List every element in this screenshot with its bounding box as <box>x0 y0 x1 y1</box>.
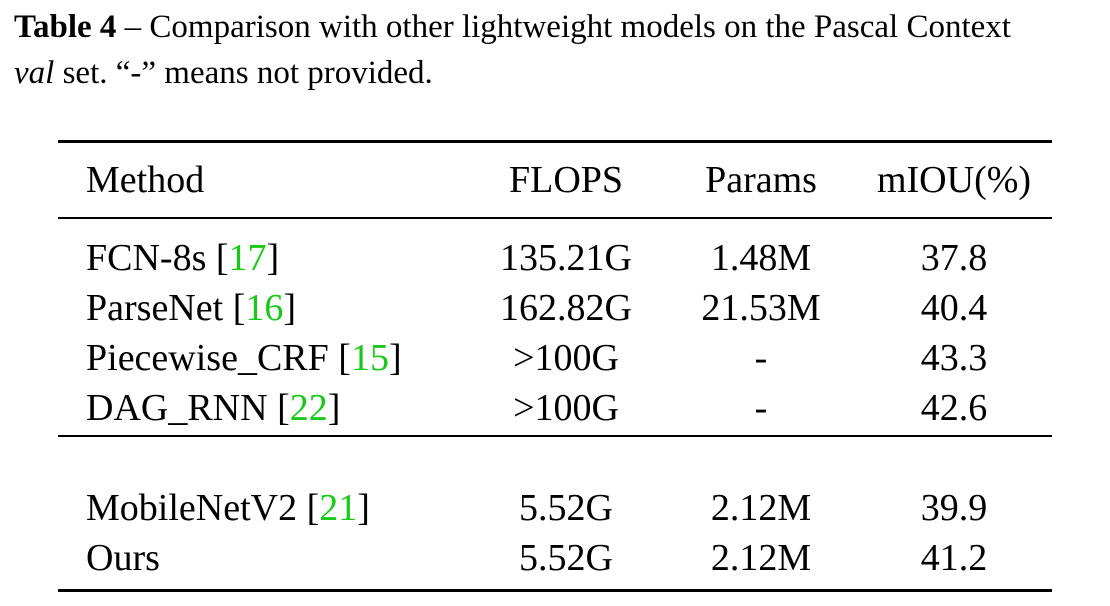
ref-bracket: [ <box>306 487 320 529</box>
row-spacer <box>58 457 1052 483</box>
ref-bracket: [ <box>215 237 229 279</box>
table-row: FCN-8s [17] 135.21G 1.48M 37.8 <box>58 218 1052 283</box>
header-params: Params <box>666 140 856 219</box>
caption-text-b: set. “-” means not provided. <box>54 55 433 91</box>
method-name: FCN-8s <box>86 237 216 279</box>
ref-bracket: [ <box>232 287 246 329</box>
params-cell: 2.12M <box>666 533 856 592</box>
table-header-row: Method FLOPS Params mIOU(%) <box>58 140 1052 219</box>
miou-cell: 37.8 <box>920 237 988 279</box>
method-cell: ParseNet [16] <box>58 283 466 333</box>
caption-italic: val <box>14 55 55 91</box>
citation-link[interactable]: 21 <box>319 487 358 529</box>
table-row: DAG_RNN [22] >100G - 42.6 <box>58 383 1052 436</box>
ref-bracket: ] <box>266 237 280 279</box>
citation-link[interactable]: 22 <box>289 387 328 429</box>
params-cell: 21.53M <box>701 287 821 329</box>
comparison-table: Method FLOPS Params mIOU(%) FCN-8s [17] … <box>58 140 1052 592</box>
method-cell: DAG_RNN [22] <box>58 383 466 436</box>
table-caption: Table 4 – Comparison with other lightwei… <box>14 4 1104 96</box>
method-cell: FCN-8s [17] <box>58 218 466 283</box>
table-row: Ours 5.52G 2.12M 41.2 <box>58 533 1052 592</box>
method-name: MobileNetV2 <box>86 487 307 529</box>
ref-bracket: ] <box>357 487 370 529</box>
method-cell: Ours <box>58 533 466 592</box>
flops-cell: >100G <box>513 387 619 429</box>
params-cell: - <box>754 387 768 429</box>
method-name: Ours <box>86 537 160 579</box>
flops-cell: 162.82G <box>500 287 632 329</box>
header-flops: FLOPS <box>466 140 666 219</box>
table-row: Piecewise_CRF [15] >100G - 43.3 <box>58 333 1052 383</box>
ref-bracket: [ <box>338 337 351 379</box>
miou-cell: 39.9 <box>920 487 988 529</box>
table-row: MobileNetV2 [21] 5.52G 2.12M 39.9 <box>58 483 1052 533</box>
params-cell: 2.12M <box>710 487 812 529</box>
params-cell: - <box>754 337 768 379</box>
ref-bracket: ] <box>388 337 402 379</box>
flops-cell: >100G <box>513 337 619 379</box>
flops-cell: 5.52G <box>519 487 613 529</box>
caption-dash: – <box>116 9 150 45</box>
header-method: Method <box>58 140 466 219</box>
ref-bracket: [ <box>277 387 290 429</box>
midrule <box>58 435 1052 457</box>
method-cell: Piecewise_CRF [15] <box>58 333 466 383</box>
flops-cell: 5.52G <box>466 533 666 592</box>
caption-label: Table 4 <box>14 9 117 45</box>
miou-cell: 40.4 <box>920 287 988 329</box>
table-row: ParseNet [16] 162.82G 21.53M 40.4 <box>58 283 1052 333</box>
ref-bracket: ] <box>283 287 296 329</box>
ref-bracket: ] <box>327 387 341 429</box>
flops-cell: 135.21G <box>500 237 632 279</box>
method-name: ParseNet <box>86 287 233 329</box>
method-name: Piecewise_CRF <box>86 337 339 379</box>
caption-text-a: Comparison with other lightweight models… <box>149 9 1011 45</box>
miou-cell: 42.6 <box>920 387 988 429</box>
params-cell: 1.48M <box>710 237 812 279</box>
citation-link[interactable]: 15 <box>350 337 389 379</box>
method-cell: MobileNetV2 [21] <box>58 483 466 533</box>
miou-cell: 41.2 <box>856 533 1052 592</box>
citation-link[interactable]: 17 <box>228 237 267 279</box>
header-miou: mIOU(%) <box>856 140 1052 219</box>
citation-link[interactable]: 16 <box>245 287 284 329</box>
miou-cell: 43.3 <box>920 337 988 379</box>
method-name: DAG_RNN <box>86 387 278 429</box>
